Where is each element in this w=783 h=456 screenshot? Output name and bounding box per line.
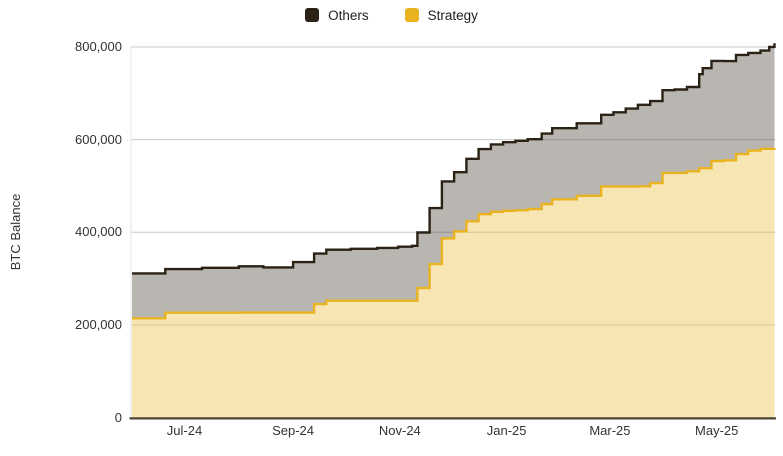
y-tick-label: 400,000 [75,224,122,240]
x-tick-label: Mar-25 [589,423,631,438]
legend-item-others: Others [305,8,369,23]
x-tick-label: Jan-25 [486,423,527,438]
legend-item-strategy: Strategy [404,7,478,23]
y-tick-label: 600,000 [75,131,122,147]
legend-swatch-strategy [404,8,419,22]
legend: Others Strategy [0,4,783,26]
y-tick-label: 200,000 [75,316,122,332]
x-tick-label: Nov-24 [378,423,421,438]
others-area [132,43,775,319]
y-tick-label: 0 [114,409,122,425]
others-line [132,43,776,275]
x-tick-label: May-25 [695,423,739,438]
strategy-line [132,147,776,320]
legend-label-strategy: Strategy [427,7,478,23]
x-tick-label: Jul-24 [166,423,203,438]
x-tick-label: Sep-24 [272,423,315,438]
legend-swatch-others [305,8,320,22]
legend-label-others: Others [328,7,369,23]
strategy-area [132,148,775,418]
y-tick-label: 800,000 [75,39,122,54]
